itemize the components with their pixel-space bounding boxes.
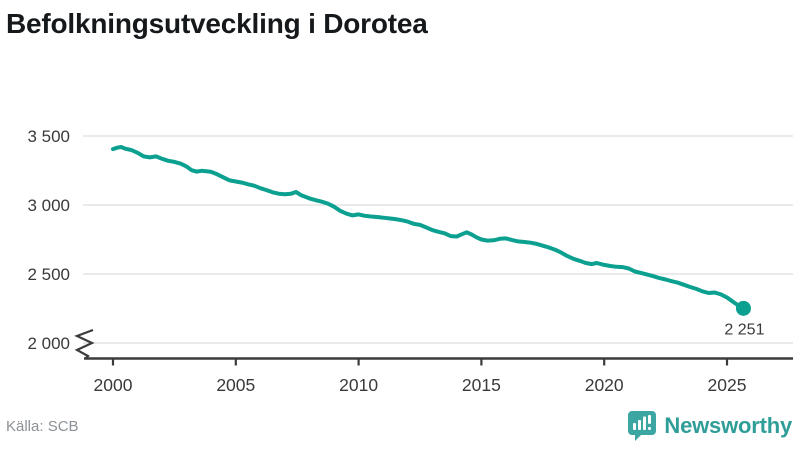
newsworthy-logo-text: Newsworthy — [664, 413, 792, 438]
chart-title: Befolkningsutveckling i Dorotea — [6, 8, 428, 39]
y-tick-label-2000: 2 000 — [27, 334, 70, 353]
x-tick-label-2015: 2015 — [462, 375, 501, 395]
x-tick-label-2010: 2010 — [339, 375, 378, 395]
x-tick-label-2005: 2005 — [216, 375, 255, 395]
y-tick-label-3000: 3 000 — [27, 196, 70, 215]
x-tick-label-2025: 2025 — [708, 375, 747, 395]
x-tick-label-2020: 2020 — [585, 375, 624, 395]
source-label: Källa: SCB — [6, 417, 79, 435]
newsworthy-bars-bubble-icon — [628, 411, 657, 441]
population-line — [111, 145, 746, 311]
footer: Källa: SCB Newsworthy — [0, 408, 800, 450]
axis-break-icon — [74, 328, 95, 359]
end-value-label: 2 251 — [724, 321, 764, 338]
end-point-marker — [735, 300, 751, 316]
newsworthy-logo[interactable]: Newsworthy — [627, 410, 792, 442]
y-tick-label-2500: 2 500 — [27, 265, 70, 284]
y-tick-label-3500: 3 500 — [27, 127, 70, 146]
x-tick-label-2000: 2000 — [94, 375, 133, 395]
